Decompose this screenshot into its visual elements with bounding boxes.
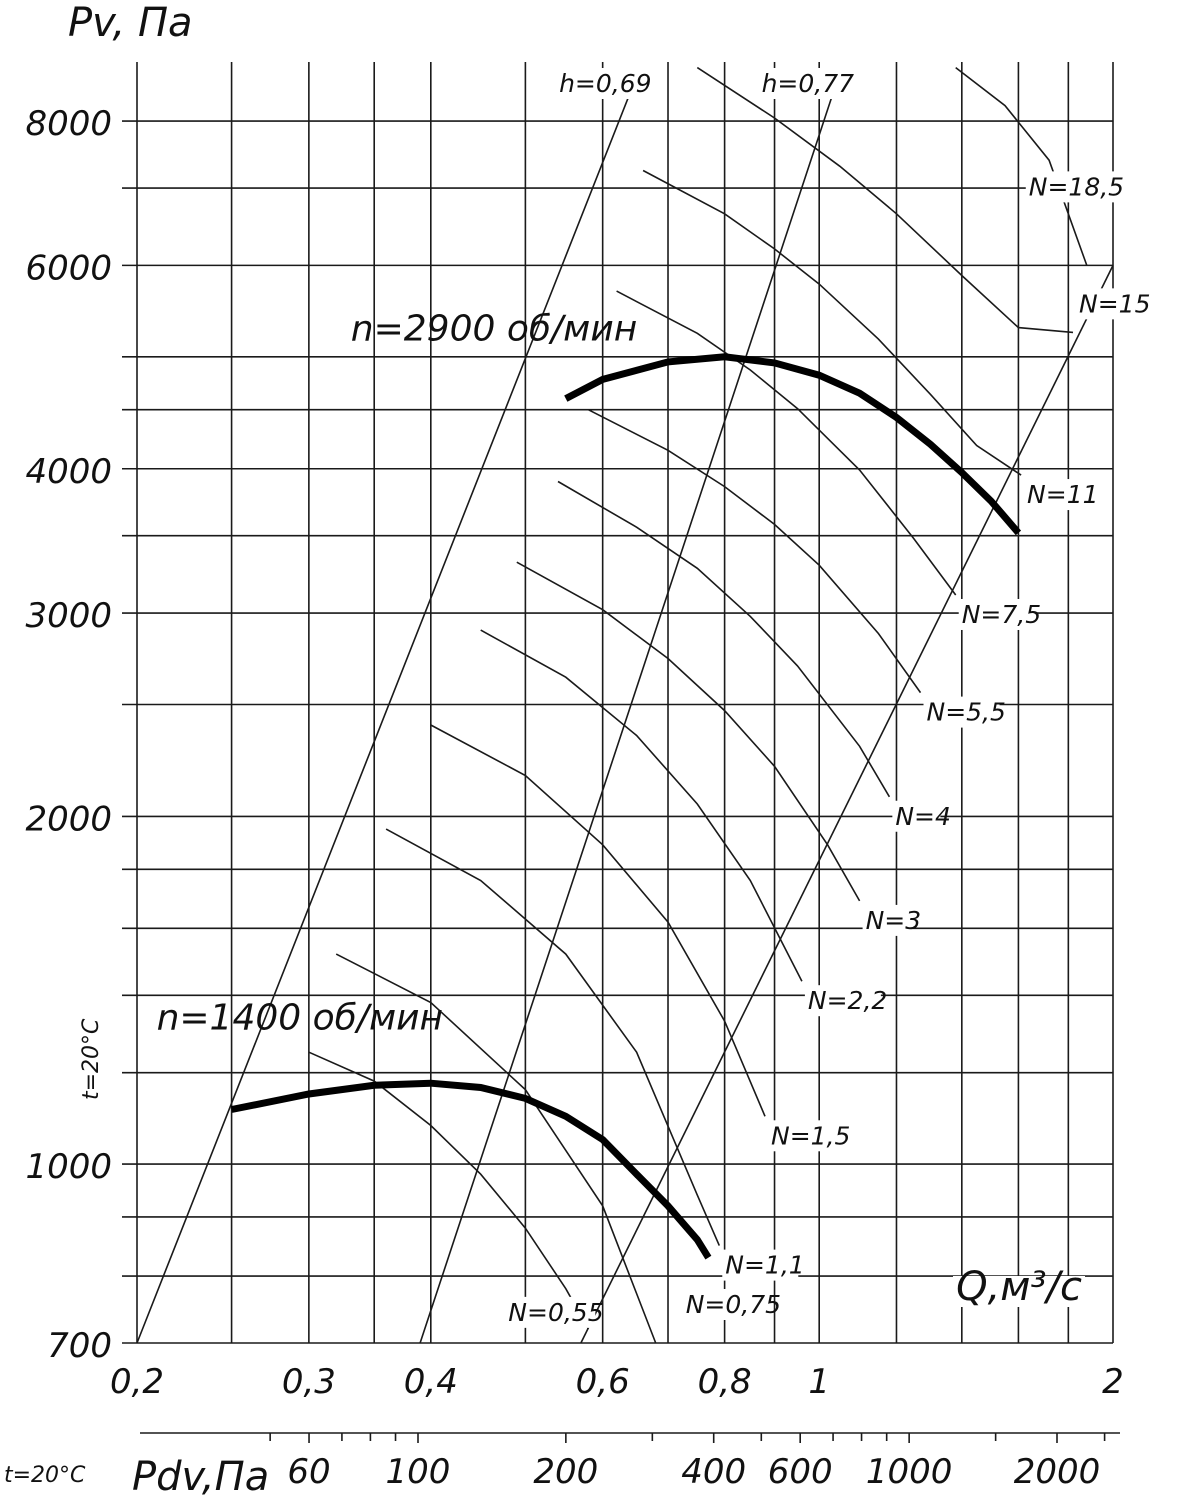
power-label-3-bg <box>768 1120 845 1152</box>
x-tick-label-1: 0,3 <box>282 1362 336 1402</box>
speed-curves <box>230 353 1022 1260</box>
power-label-10: N=15 <box>1079 289 1150 318</box>
secondary-tick-label-2: 200 <box>533 1452 598 1492</box>
power-label-11-bg <box>1025 171 1116 203</box>
power-curve-11 <box>955 66 1088 266</box>
power-curve-9 <box>642 169 1022 476</box>
power-label-0-bg <box>505 1296 596 1328</box>
power-curve-10 <box>696 66 1074 334</box>
speed-curve-0 <box>564 353 1022 536</box>
power-label-7-bg <box>923 696 1000 728</box>
power-curve-1 <box>335 953 657 1344</box>
power-label-5-bg <box>862 904 911 936</box>
secondary-tick-label-4: 600 <box>768 1452 833 1492</box>
x-tick-label-3: 0,6 <box>576 1362 630 1402</box>
secondary-axis-title: Pdv,Па <box>132 1454 269 1500</box>
power-label-7: N=5,5 <box>927 698 1006 727</box>
y-tick-label-3: 3000 <box>25 596 112 636</box>
efficiency-line-1 <box>419 84 837 1344</box>
secondary-tick-label-0: 60 <box>287 1452 330 1492</box>
y-tick-label-2: 2000 <box>25 799 112 839</box>
efficiency-label-0: h=0,69 <box>559 69 651 98</box>
x-tick-label-5: 1 <box>808 1362 830 1402</box>
power-curve-6 <box>557 480 891 798</box>
power-label-8-bg <box>958 598 1035 630</box>
x-tick-label-2: 0,4 <box>404 1362 458 1402</box>
power-curve-2 <box>385 828 721 1246</box>
temperature-label-vertical: t=20°C <box>79 1018 104 1100</box>
secondary-tick-label-5: 1000 <box>866 1452 953 1492</box>
efficiency-lines <box>136 84 1114 1344</box>
y-tick-label-5: 6000 <box>25 248 112 288</box>
speed-curve-1 <box>230 1079 712 1260</box>
efficiency-label-1-bg <box>762 68 853 99</box>
power-label-10-bg <box>1076 288 1139 320</box>
x-axis-title: Q,м³/с <box>956 1264 1082 1310</box>
labels: h=0,69 h=0,77 N=0,55 N=0,75 N=1,1 N=1,5 N=2,2 N… <box>157 68 1150 1328</box>
power-curves <box>308 66 1088 1344</box>
x-tick-label-0: 0,2 <box>110 1362 164 1402</box>
power-label-4-bg <box>804 985 881 1017</box>
x-tick-label-4: 0,8 <box>698 1362 752 1402</box>
efficiency-label-1: h=0,77 <box>762 69 855 98</box>
power-label-2-bg <box>722 1249 799 1281</box>
power-curve-7 <box>587 408 922 694</box>
power-label-6: N=4 <box>895 802 951 831</box>
efficiency-line-2 <box>580 265 1114 1344</box>
power-label-1-bg <box>682 1289 773 1320</box>
power-label-8: N=7,5 <box>962 600 1041 629</box>
power-label-1: N=0,75 <box>686 1290 781 1319</box>
axes: 700 1000 2000 3000 4000 6000 8000 0,2 0,3 0,4 0,6 0… <box>4 0 1124 1500</box>
power-label-11: N=18,5 <box>1029 172 1124 201</box>
x-axis-title-bg <box>953 1276 1085 1307</box>
power-label-9-bg <box>1024 479 1087 511</box>
secondary-tick-label-6: 2000 <box>1014 1452 1101 1492</box>
secondary-tick-label-3: 400 <box>681 1452 746 1492</box>
y-axis-title: Pv, Па <box>68 0 193 46</box>
speed-label-1: n=1400 об/мин <box>157 997 444 1038</box>
power-label-2: N=1,1 <box>725 1251 804 1280</box>
power-curve-3 <box>430 724 766 1117</box>
temperature-label: t=20°C <box>4 1463 86 1488</box>
power-label-5: N=3 <box>866 906 922 935</box>
power-label-9: N=11 <box>1027 480 1098 509</box>
power-curve-0 <box>308 1051 589 1330</box>
power-label-4: N=2,2 <box>808 986 887 1015</box>
efficiency-line-0 <box>136 84 635 1344</box>
secondary-tick-label-1: 100 <box>386 1452 451 1492</box>
y-tick-label-6: 8000 <box>25 104 112 144</box>
power-curve-4 <box>480 629 803 982</box>
y-tick-label-1: 1000 <box>25 1147 112 1187</box>
power-curve-5 <box>516 561 861 902</box>
power-curve-8 <box>616 290 957 596</box>
power-label-6-bg <box>892 800 941 832</box>
x-tick-label-6: 2 <box>1102 1362 1124 1402</box>
y-tick-label-4: 4000 <box>25 452 112 492</box>
speed-label-0: n=2900 об/мин <box>351 309 638 350</box>
efficiency-label-0-bg <box>560 68 651 99</box>
power-label-3: N=1,5 <box>771 1121 850 1150</box>
y-tick-label-0: 700 <box>47 1326 112 1366</box>
power-label-0: N=0,55 <box>508 1298 603 1327</box>
